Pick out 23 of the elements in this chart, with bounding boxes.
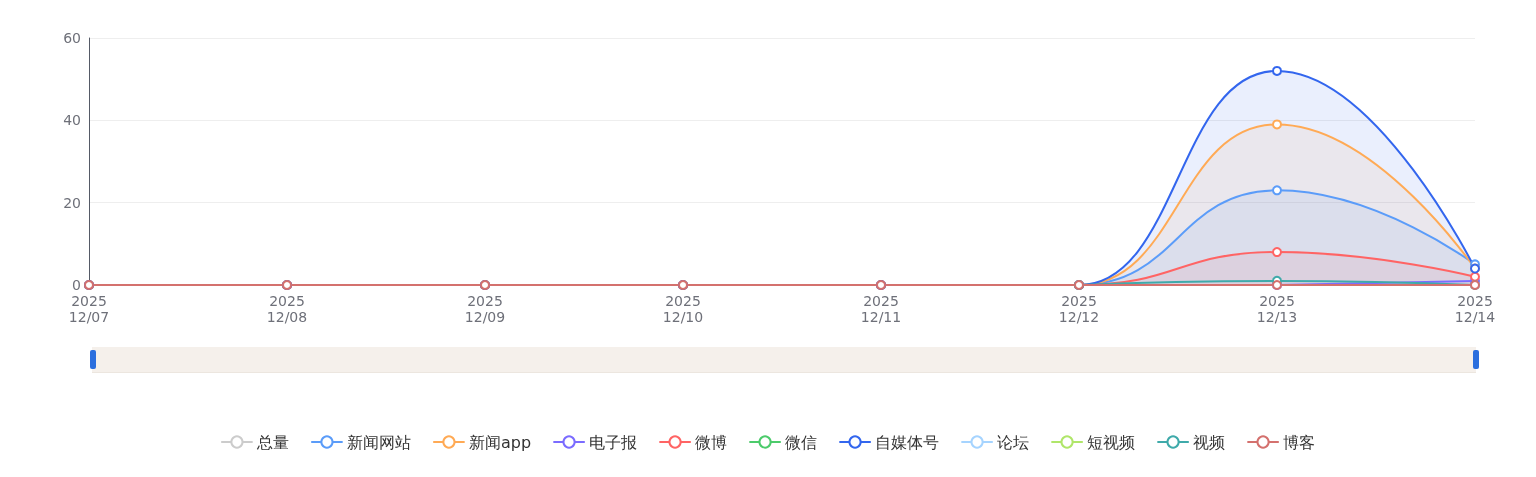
x-tick-label: 2025 12/08 (266, 293, 308, 325)
x-tick-label: 2025 12/07 (68, 293, 110, 325)
legend-label: 新闻app (468, 432, 532, 452)
x-tick-label: 2025 12/10 (662, 293, 704, 325)
legend-label: 微博 (695, 432, 728, 452)
legend-label: 自媒体号 (875, 432, 940, 452)
legend-label: 电子报 (589, 432, 638, 452)
x-tick-label: 2025 12/09 (464, 293, 506, 325)
y-tick-label: 60 (63, 30, 81, 46)
y-tick-label: 20 (63, 194, 81, 211)
legend-label: 短视频 (1087, 432, 1136, 452)
y-tick-label: 0 (72, 277, 81, 293)
legend-label: 总量 (255, 432, 289, 452)
legend-label: 视频 (1193, 432, 1226, 452)
x-tick-label: 2025 12/12 (1058, 293, 1100, 325)
y-tick-label: 40 (63, 112, 81, 129)
legend-label: 微信 (785, 432, 818, 452)
x-tick-label: 2025 12/11 (860, 293, 902, 325)
x-tick-label: 2025 12/14 (1454, 293, 1496, 325)
x-tick-label: 2025 12/13 (1256, 293, 1298, 325)
legend-label: 论坛 (997, 432, 1030, 452)
legend-label: 新闻网站 (346, 432, 411, 452)
legend-label: 博客 (1283, 432, 1316, 452)
